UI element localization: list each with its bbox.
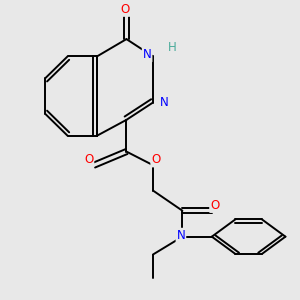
Text: O: O	[120, 3, 130, 16]
Text: N: N	[159, 96, 168, 109]
Text: O: O	[151, 153, 160, 167]
Text: N: N	[176, 229, 185, 242]
Text: N: N	[143, 49, 152, 62]
Text: H: H	[168, 41, 176, 54]
Text: O: O	[84, 153, 93, 167]
Text: O: O	[210, 199, 219, 212]
